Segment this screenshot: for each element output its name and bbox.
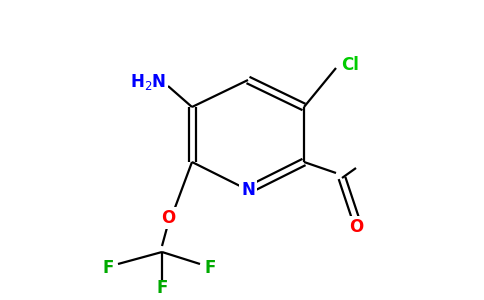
Text: O: O bbox=[161, 209, 175, 227]
Text: N: N bbox=[241, 181, 255, 199]
Text: H$_2$N: H$_2$N bbox=[130, 72, 166, 92]
Text: F: F bbox=[102, 259, 114, 277]
Text: F: F bbox=[204, 259, 216, 277]
Text: O: O bbox=[349, 218, 363, 236]
Text: Cl: Cl bbox=[341, 56, 359, 74]
Text: F: F bbox=[156, 279, 167, 297]
